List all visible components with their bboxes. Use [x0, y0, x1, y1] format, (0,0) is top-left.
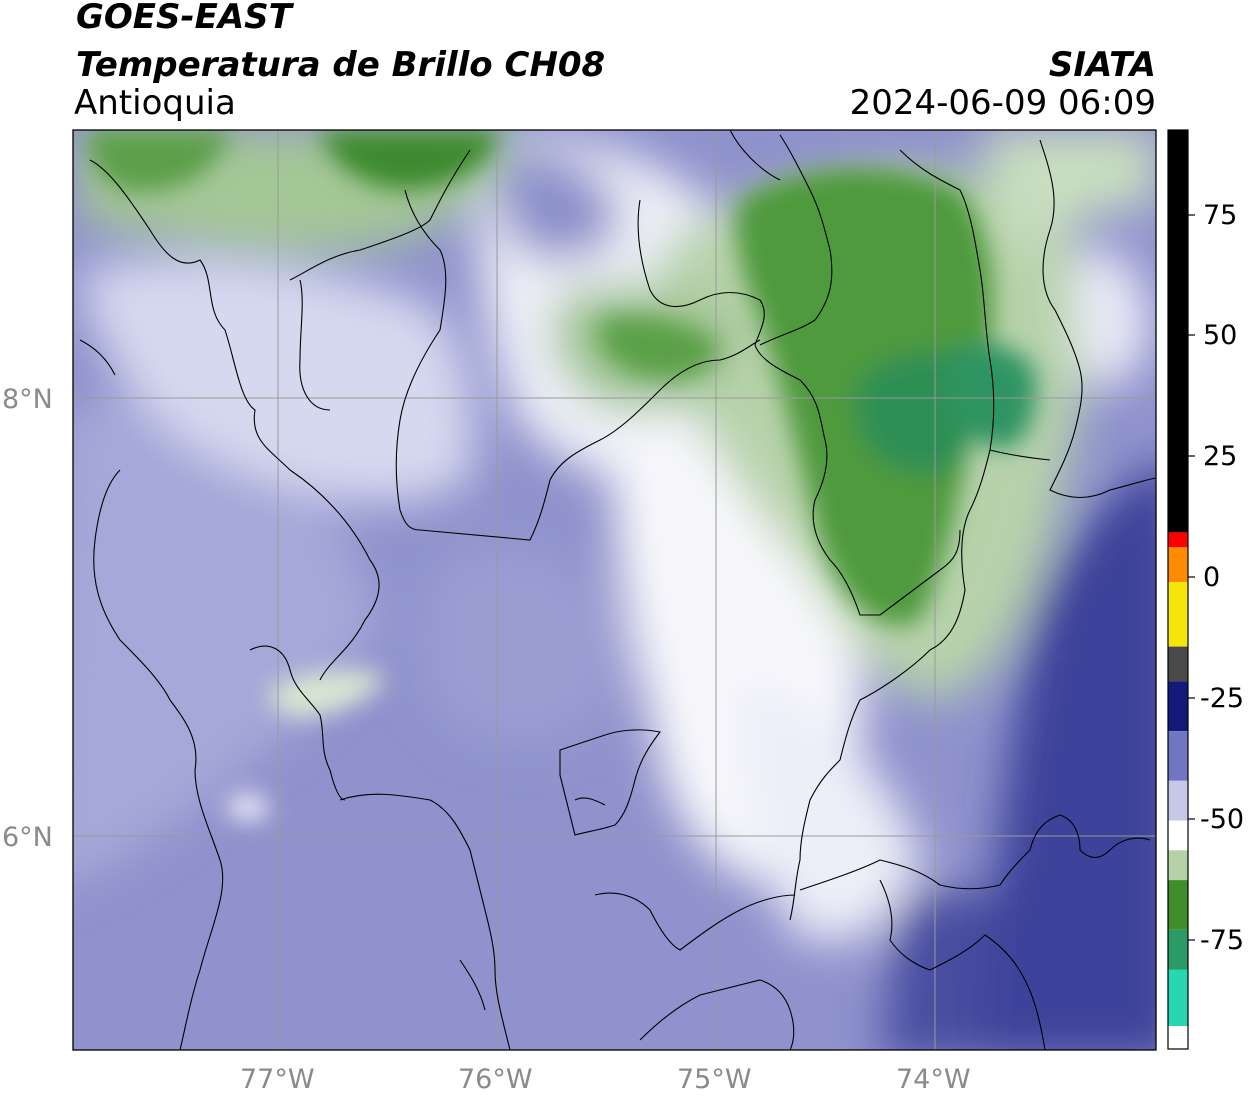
- map-frame: [72, 129, 1157, 1051]
- colorbar-label-minus25: -25: [1200, 683, 1245, 714]
- colorbar-segment-9: [1168, 850, 1188, 881]
- lon-label-74w: 74°W: [896, 1064, 971, 1095]
- colorbar-segment-12: [1168, 969, 1188, 1030]
- agency-label: SIATA: [1048, 45, 1156, 85]
- colorbar-label-0: 0: [1203, 562, 1221, 593]
- political-boundaries: [79, 130, 1156, 1050]
- lon-label-76w: 76°W: [458, 1064, 533, 1095]
- colorbar-label-75: 75: [1203, 200, 1238, 231]
- colorbar-label-minus75: -75: [1200, 925, 1245, 956]
- colorbar-segment-6: [1168, 731, 1188, 781]
- colorbar-segment-4: [1168, 646, 1188, 682]
- colorbar-segment-8: [1168, 820, 1188, 851]
- gridlines: [73, 130, 1156, 1050]
- colorbar-segment-10: [1168, 880, 1188, 930]
- satellite-title: GOES-EAST: [76, 0, 292, 37]
- colorbar-segment-0: [1168, 130, 1188, 533]
- colorbar-label-minus50: -50: [1200, 804, 1245, 835]
- colorbar-segment-under: [1168, 1026, 1188, 1049]
- product-title: Temperatura de Brillo CH08: [76, 45, 606, 85]
- colorbar-segment-1: [1168, 532, 1188, 548]
- colorbar: [1168, 130, 1188, 1049]
- region-label: Antioquia: [74, 83, 236, 123]
- lon-label-75w: 75°W: [677, 1064, 752, 1095]
- brightness-temperature-field: [73, 130, 1156, 1050]
- colorbar-ticks: [1188, 214, 1195, 941]
- colorbar-segment-11: [1168, 929, 1188, 970]
- colorbar-label-25: 25: [1203, 441, 1238, 472]
- lon-label-77w: 77°W: [240, 1064, 315, 1095]
- colorbar-frame: [1167, 129, 1189, 1050]
- lat-label-8n: 8°N: [2, 384, 53, 415]
- datetime-label: 2024-06-09 06:09: [849, 83, 1156, 123]
- colorbar-segment-3: [1168, 582, 1188, 647]
- colorbar-segment-2: [1168, 547, 1188, 583]
- lat-label-6n: 6°N: [2, 822, 53, 853]
- colorbar-label-50: 50: [1203, 320, 1238, 351]
- colorbar-segment-5: [1168, 681, 1188, 732]
- colorbar-segment-7: [1168, 780, 1188, 821]
